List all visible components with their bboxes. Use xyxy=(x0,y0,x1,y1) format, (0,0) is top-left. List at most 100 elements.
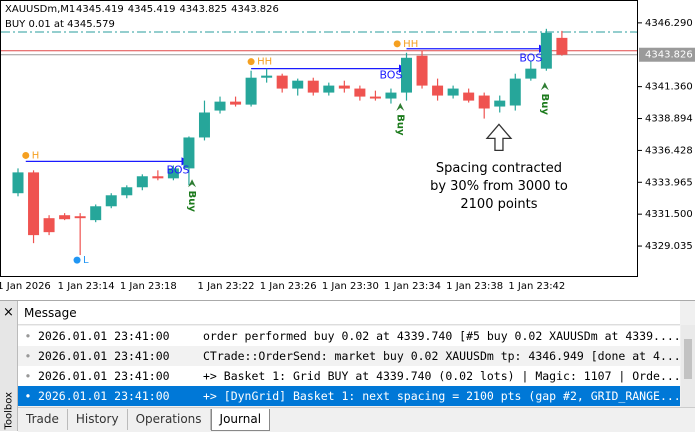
log-time: 2026.01.01 23:41:00 xyxy=(38,349,170,363)
buy-arrow xyxy=(396,102,405,111)
candle-body xyxy=(401,57,412,93)
candle-body xyxy=(323,85,335,93)
y-tick-label: 4346.290 xyxy=(645,18,693,29)
candle-body xyxy=(183,137,195,169)
candle-body xyxy=(59,215,71,220)
column-header[interactable]: Message xyxy=(18,301,680,325)
candle-body xyxy=(432,85,444,96)
ohlc-value: 4343.825 xyxy=(179,4,227,15)
y-tick-label: 4329.035 xyxy=(645,241,693,252)
log-message: CTrade::OrderSend: market buy 0.02 XAUUS… xyxy=(203,349,680,363)
y-tick-label: 4338.894 xyxy=(645,114,693,125)
buy-arrow xyxy=(188,179,197,188)
swing-label: HH xyxy=(257,57,272,68)
tab[interactable]: History xyxy=(68,409,128,430)
buy-signal: Buy xyxy=(394,114,405,136)
row-icon: • xyxy=(24,349,32,363)
y-tick-label: 4331.500 xyxy=(645,209,693,220)
trade-label: BUY 0.01 at 4345.579 xyxy=(5,19,115,30)
candle-body xyxy=(136,176,148,188)
swing-dot xyxy=(22,151,30,159)
log-time: 2026.01.01 23:41:00 xyxy=(38,389,170,403)
ohlc-value: 4345.419 xyxy=(128,4,176,15)
bos-label: BOS xyxy=(379,69,402,82)
log-row[interactable]: • 2026.01.01 23:41:00 +> Basket 1: Grid BU… xyxy=(18,366,680,386)
log-row[interactable]: • 2026.01.01 23:41:00 order performed buy … xyxy=(18,326,680,346)
toolbox-title: Toolbox xyxy=(3,392,15,430)
candle-body xyxy=(369,96,381,99)
x-tick-label: 1 Jan 23:14 xyxy=(58,281,115,292)
candle-body xyxy=(214,101,226,111)
toolbox-side: × Toolbox xyxy=(0,301,18,431)
candle-body xyxy=(276,75,288,89)
candle-body xyxy=(463,92,475,101)
candle-body xyxy=(230,101,242,105)
log-message: order performed buy 0.02 at 4339.740 [#5… xyxy=(203,329,680,343)
candle-body xyxy=(478,95,490,109)
y-tick-label: 4336.428 xyxy=(645,145,693,156)
annotation-arrow xyxy=(485,123,513,152)
candle-body xyxy=(292,80,304,89)
swing-dot xyxy=(247,58,255,66)
scrollbar[interactable] xyxy=(681,325,695,407)
candle-body xyxy=(261,75,273,78)
candle-body xyxy=(307,80,319,93)
candle-body xyxy=(354,88,366,97)
candle-body xyxy=(494,100,506,107)
log-time: 2026.01.01 23:41:00 xyxy=(38,329,170,343)
x-tick-label: 1 Jan 2026 xyxy=(0,281,51,292)
log-row[interactable]: • 2026.01.01 23:41:00 +> [DynGrid] Basket … xyxy=(18,386,680,406)
row-icon: • xyxy=(24,369,32,383)
chart: XAUUSDm,M1 4345.419 4345.419 4343.825 4343.… xyxy=(0,0,695,292)
candle-body xyxy=(90,206,102,221)
y-tick-label: 4341.360 xyxy=(645,82,693,93)
candle-body xyxy=(447,88,459,96)
ohlc-value: 4345.419 xyxy=(76,4,124,15)
candle-body xyxy=(540,32,552,69)
candle-body xyxy=(556,37,568,55)
swing-label: L xyxy=(83,255,89,266)
plot-frame xyxy=(0,0,638,277)
tab[interactable]: Journal xyxy=(210,409,271,431)
log-message: +> [DynGrid] Basket 1: next spacing = 21… xyxy=(203,389,680,403)
chart-symbol: XAUUSDm,M1 xyxy=(5,4,75,15)
candle-body xyxy=(152,176,164,179)
candle-body xyxy=(28,172,40,236)
candle-body xyxy=(74,216,86,219)
tab[interactable]: Trade xyxy=(18,409,68,430)
candle-body xyxy=(245,77,257,105)
swing-dot xyxy=(73,256,81,264)
current-price-box xyxy=(639,47,695,62)
candle-body xyxy=(43,218,55,233)
candle-body xyxy=(509,78,521,106)
candle-body xyxy=(167,168,179,179)
candle-body xyxy=(105,195,117,207)
close-button[interactable]: × xyxy=(3,305,14,320)
swing-dot xyxy=(393,40,401,48)
candle-body xyxy=(338,85,350,89)
candle-body xyxy=(416,55,428,86)
ohlc-header: 4345.419 4345.419 4343.825 4343.826 xyxy=(76,4,279,15)
x-tick-label: 1 Jan 23:22 xyxy=(198,281,255,292)
log-time: 2026.01.01 23:41:00 xyxy=(38,369,170,383)
buy-signal: Buy xyxy=(186,191,197,213)
candle-body xyxy=(385,92,397,99)
log-row[interactable]: • 2026.01.01 23:41:00 CTrade::OrderSend: m… xyxy=(18,346,680,366)
candle-body xyxy=(121,187,133,196)
annotation-line: Spacing contracted xyxy=(436,161,562,176)
swing-label: HH xyxy=(403,39,418,50)
x-tick-label: 1 Jan 23:38 xyxy=(446,281,503,292)
tabs: Trade History Operations Journal xyxy=(18,407,695,432)
buy-signal: Buy xyxy=(539,94,550,116)
x-tick-label: 1 Jan 23:30 xyxy=(322,281,379,292)
tab[interactable]: Operations xyxy=(128,409,211,430)
candle-body xyxy=(525,68,537,79)
x-tick-label: 1 Jan 23:34 xyxy=(384,281,441,292)
current-price-label: 4343.826 xyxy=(645,50,693,61)
x-tick-label: 1 Jan 23:26 xyxy=(260,281,317,292)
swing-label: H xyxy=(32,150,40,161)
bos-label: BOS xyxy=(167,163,190,176)
ohlc-value: 4343.826 xyxy=(231,4,279,15)
log-message: +> Basket 1: Grid BUY at 4339.740 (0.02 … xyxy=(203,369,680,383)
